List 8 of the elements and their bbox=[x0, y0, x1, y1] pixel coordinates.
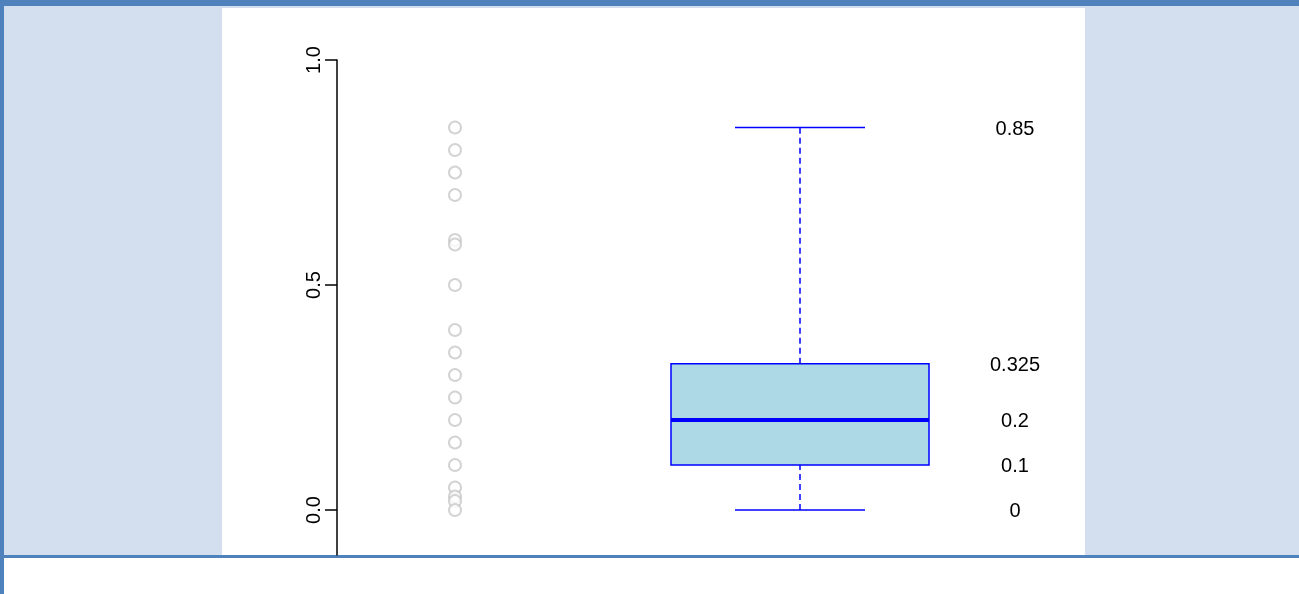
annotation: 0.2 bbox=[1001, 409, 1029, 431]
y-tick-label: 1.0 bbox=[302, 46, 324, 74]
y-tick-label: 0.0 bbox=[302, 496, 324, 524]
annotation: 0.85 bbox=[995, 116, 1035, 139]
annotation: 0.325 bbox=[989, 352, 1041, 375]
annotation: 0.1 bbox=[1001, 454, 1029, 476]
annotation: 0 bbox=[1009, 499, 1021, 521]
y-tick-label: 0.5 bbox=[302, 271, 324, 299]
